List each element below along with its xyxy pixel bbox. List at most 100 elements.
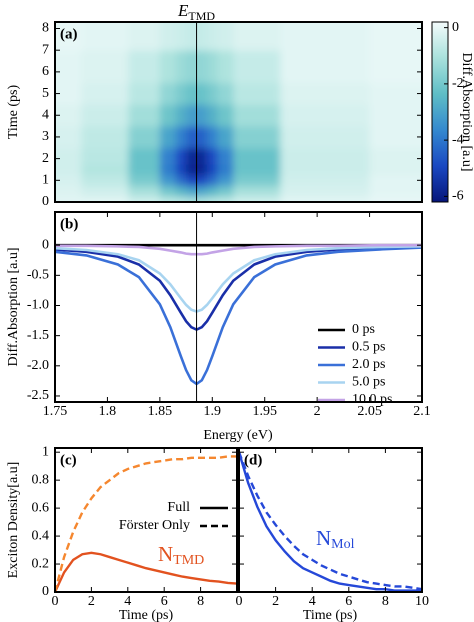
x-tick-label: 6 xyxy=(345,594,352,609)
heatmap-cell xyxy=(128,82,161,105)
x-axis-label: Time (ps) xyxy=(303,608,358,622)
heatmap-cell xyxy=(233,185,281,198)
x-tick-label: 1.75 xyxy=(43,404,68,419)
heatmap-cell xyxy=(207,147,219,165)
series-line xyxy=(54,245,423,332)
plot-lines xyxy=(54,243,423,386)
heatmap-cell xyxy=(217,164,234,176)
x-tick-label: 4 xyxy=(309,594,316,609)
heatmap-cell xyxy=(159,147,177,165)
x-tick-label: 0 xyxy=(52,594,59,609)
y-tick-label: 7 xyxy=(42,42,49,57)
heatmap-cell xyxy=(207,196,219,202)
heatmap-cell xyxy=(55,164,82,176)
heatmap-cell xyxy=(199,164,208,176)
heatmap-cell xyxy=(369,82,422,105)
heatmap-cell xyxy=(207,50,219,84)
legend-label: Full xyxy=(167,500,190,515)
heatmap-cell xyxy=(55,104,82,127)
heatmap-cell xyxy=(369,196,422,202)
colorbar-label: Diff.Absorption [a.u] xyxy=(459,52,474,171)
y-tick-label: 0.2 xyxy=(32,556,50,571)
x-tick-label: 1.95 xyxy=(252,404,277,419)
heatmap-cell xyxy=(55,126,82,149)
plot-frame xyxy=(54,211,423,403)
x-tick-label: 2.05 xyxy=(357,404,382,419)
y-tick-label: 0.6 xyxy=(32,500,50,515)
x-axis-label: Energy (eV) xyxy=(203,428,273,443)
heatmap-cell xyxy=(217,174,234,187)
heatmap-cell xyxy=(217,196,234,202)
x-tick-label: 2.1 xyxy=(413,404,431,419)
heatmap-cell xyxy=(81,196,129,202)
heatmap-cell xyxy=(217,22,234,51)
heatmap-cell xyxy=(81,82,129,105)
heatmap-cell xyxy=(207,164,219,176)
heatmap-cell xyxy=(217,185,234,198)
y-tick-label: 0 xyxy=(42,584,49,599)
plot-frame xyxy=(54,447,238,593)
y-tick-label: 4 xyxy=(42,107,49,122)
heatmap-cell xyxy=(186,174,195,187)
heatmap-cell xyxy=(186,104,195,127)
heatmap-cell xyxy=(369,126,422,149)
y-tick-label: 0.8 xyxy=(32,472,50,487)
heatmap-cell xyxy=(217,104,234,127)
heatmap-cell xyxy=(128,22,161,51)
x-tick-label: 1.9 xyxy=(204,404,222,419)
heatmap-cell xyxy=(280,50,371,84)
heatmap-cell xyxy=(159,196,177,202)
heatmap-cells xyxy=(55,22,422,202)
heatmap-cell xyxy=(55,185,82,198)
heatmap-cell xyxy=(186,196,195,202)
plot-lines xyxy=(237,451,423,592)
colorbar-tick-label: 0 xyxy=(452,20,459,35)
heatmap-cell xyxy=(128,164,161,176)
heatmap-cell xyxy=(175,174,187,187)
heatmap-cell xyxy=(55,174,82,187)
heatmap-cell xyxy=(233,22,281,51)
annotation-main: E xyxy=(177,1,189,20)
heatmap-cell xyxy=(175,147,187,165)
heatmap-cell xyxy=(81,164,129,176)
y-tick-label: -2.5 xyxy=(27,388,49,403)
heatmap-cell xyxy=(280,196,371,202)
heatmap-cell xyxy=(199,126,208,149)
series-line xyxy=(55,243,422,256)
y-tick-label: 3 xyxy=(42,129,49,144)
heatmap-cell xyxy=(207,22,219,51)
heatmap-cell xyxy=(55,82,82,105)
heatmap-cell xyxy=(175,104,187,127)
heatmap-cell xyxy=(175,22,187,51)
heatmap-cell xyxy=(369,164,422,176)
heatmap-cell xyxy=(233,147,281,165)
heatmap-cell xyxy=(199,82,208,105)
heatmap-cell xyxy=(207,104,219,127)
heatmap-cell xyxy=(280,164,371,176)
heatmap-cell xyxy=(199,104,208,127)
heatmap-cell xyxy=(186,164,195,176)
y-tick-label: -2.0 xyxy=(27,358,49,373)
annotation-sub: TMD xyxy=(173,553,204,568)
legend-label: 2.0 ps xyxy=(352,357,385,372)
heatmap-cell xyxy=(199,185,208,198)
heatmap-cell xyxy=(128,126,161,149)
heatmap-cell xyxy=(199,22,208,51)
panel-label: (c) xyxy=(60,452,77,468)
series-line xyxy=(237,451,422,592)
heatmap-cell xyxy=(217,147,234,165)
heatmap-cell xyxy=(175,82,187,105)
legend-label: 10.0 ps xyxy=(352,392,392,407)
heatmap-cell xyxy=(55,22,82,51)
heatmap-cell xyxy=(128,196,161,202)
plot-frame xyxy=(54,21,423,203)
heatmap-cell xyxy=(280,126,371,149)
heatmap-cell xyxy=(280,147,371,165)
y-tick-label: -0.5 xyxy=(27,268,49,283)
heatmap-cell xyxy=(369,104,422,127)
colorbar-tick-label: -2 xyxy=(452,76,464,91)
heatmap xyxy=(55,22,422,202)
heatmap-cell xyxy=(159,22,177,51)
heatmap-cell xyxy=(159,185,177,198)
